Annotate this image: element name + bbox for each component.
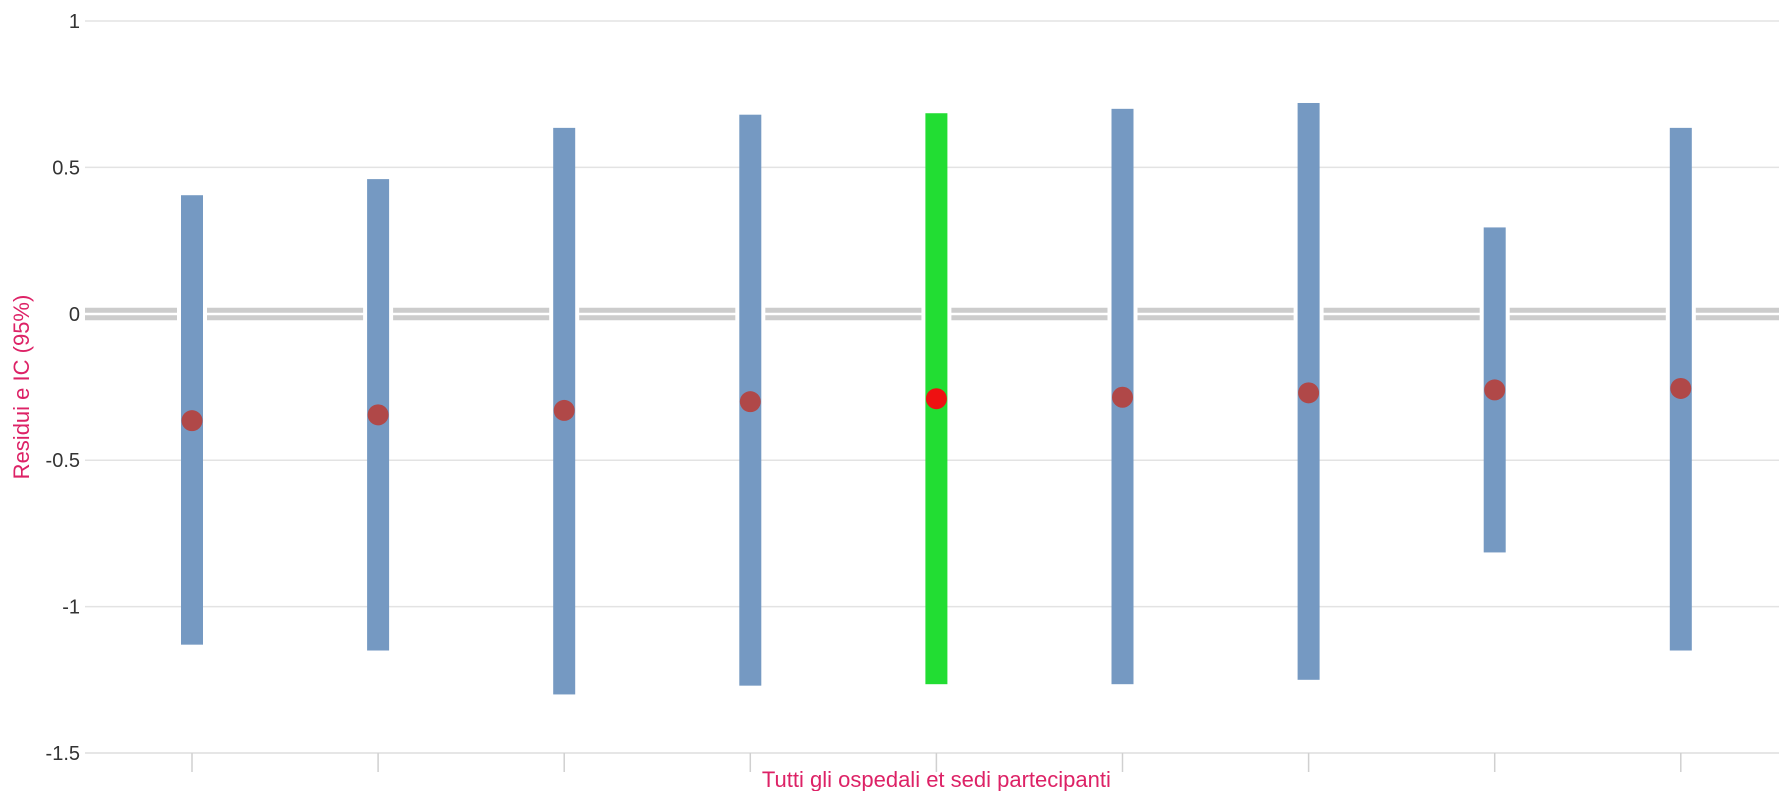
residual-point [367,404,389,426]
residual-points [181,377,1692,432]
y-tick-label: -0.5 [46,450,80,472]
x-axis-ticks [85,752,1779,772]
residual-point [1670,377,1692,399]
y-tick-label: -1 [62,597,80,619]
x-axis-title: Tutti gli ospedali et sedi partecipanti [762,767,1111,791]
y-tick-label: 0.5 [52,157,80,179]
residual-point [181,410,203,432]
y-tick-label: -1.5 [46,743,80,765]
residual-point [739,391,761,413]
y-axis-tick-labels: 1 0.5 0 -0.5 -1 -1.5 [46,11,80,765]
y-tick-label: 1 [69,11,80,33]
residual-point [553,399,575,421]
residual-point [1112,386,1133,408]
y-axis-title: Residui e IC (95%) [9,295,34,480]
y-tick-label: 0 [69,304,80,326]
residual-point [1484,379,1506,401]
residual-point-highlighted [925,388,947,410]
residual-point [1298,382,1320,404]
